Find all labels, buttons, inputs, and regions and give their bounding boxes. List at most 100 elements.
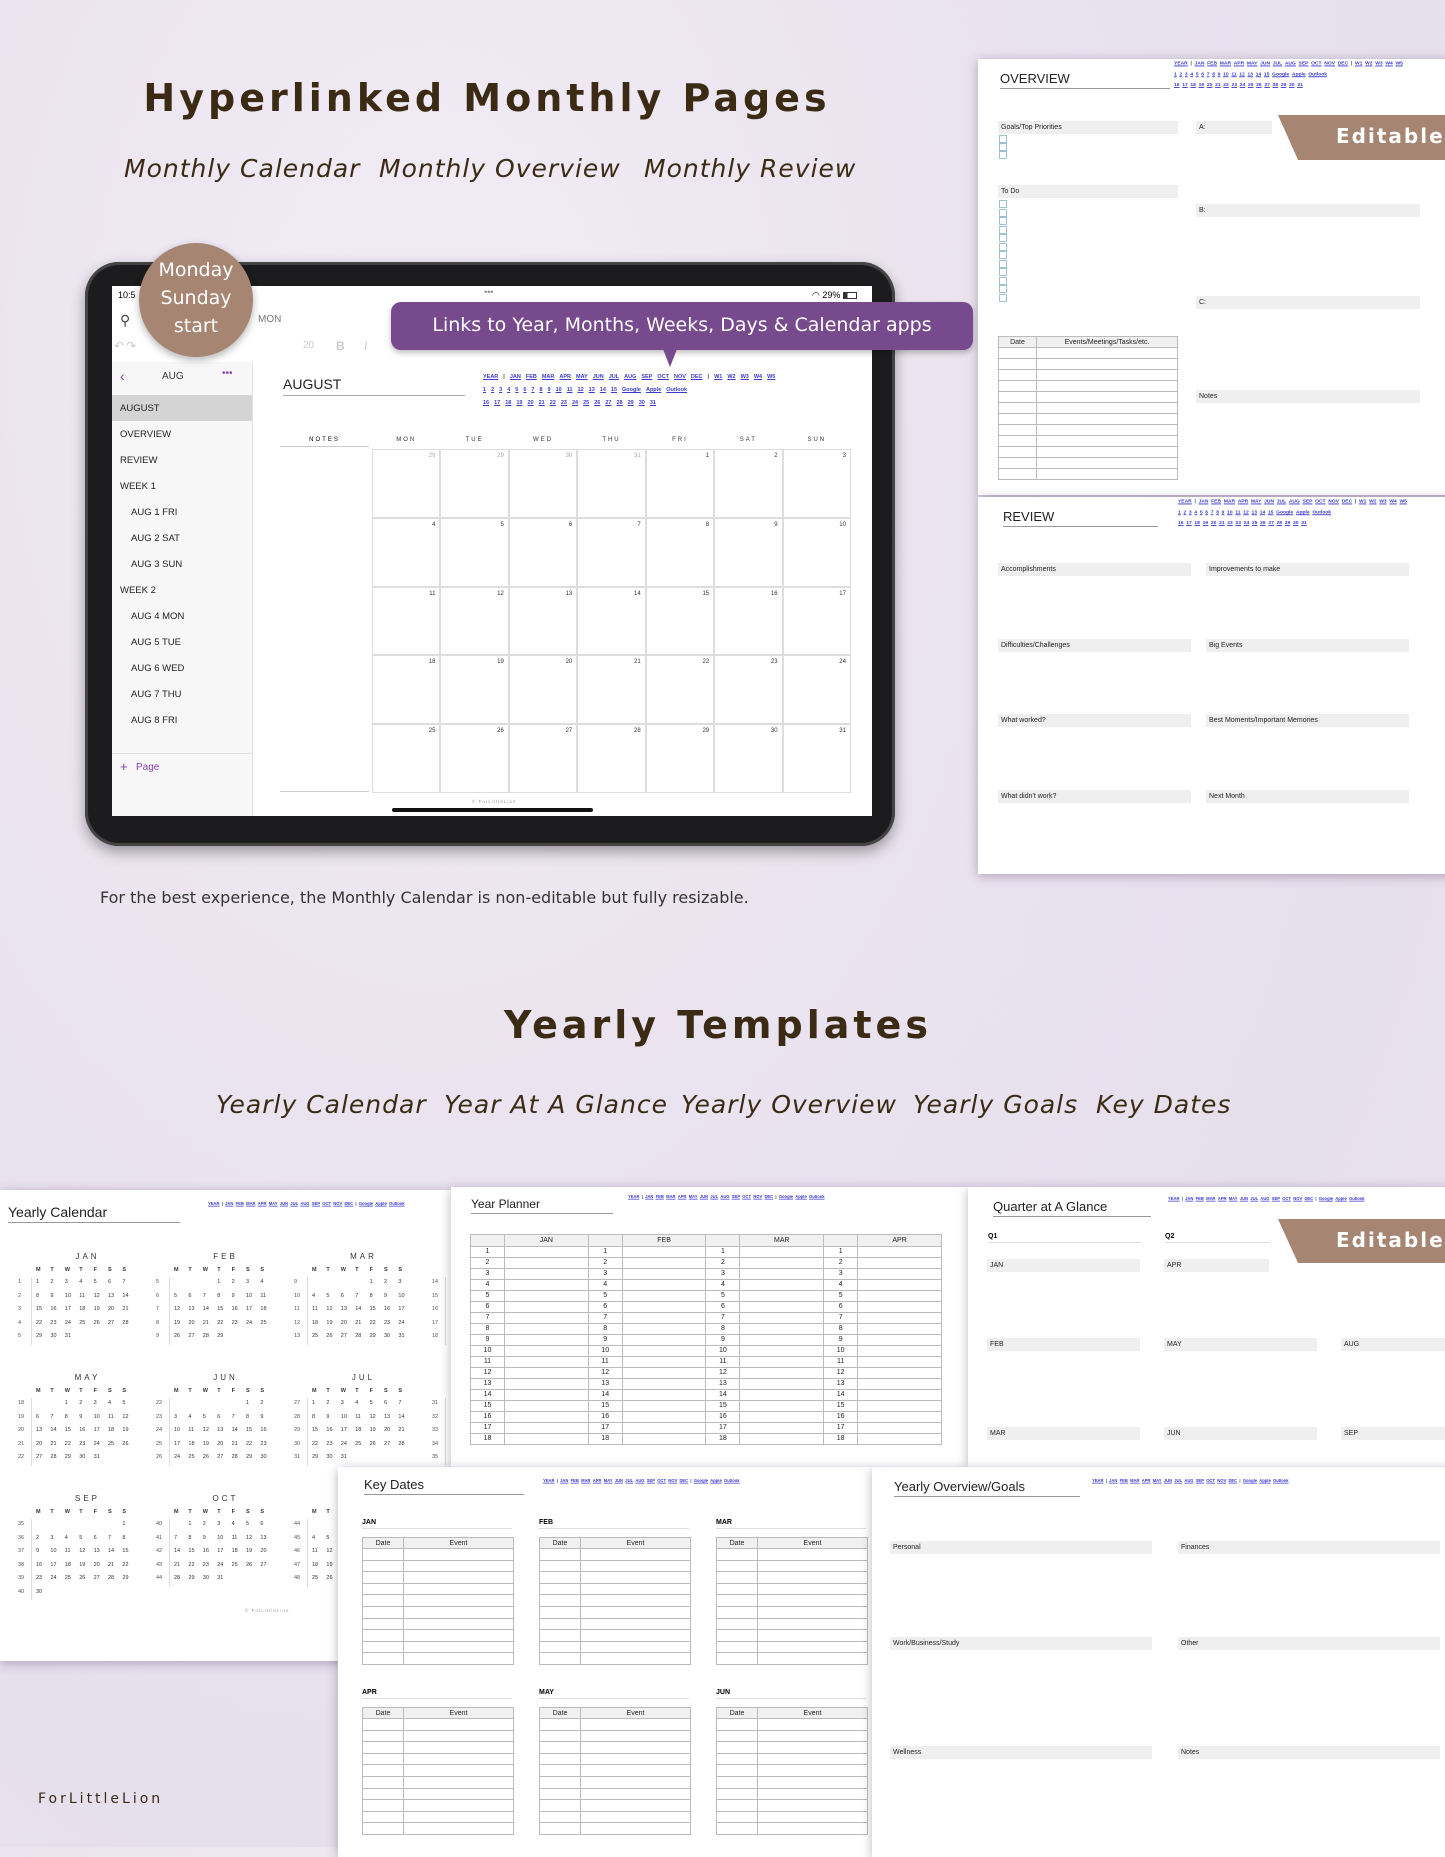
date[interactable]: 23 — [326, 1440, 333, 1447]
nav-link-jul[interactable]: JUL — [1272, 61, 1283, 67]
entry-cell[interactable] — [739, 1290, 825, 1302]
nav-link-oct[interactable]: OCT — [1206, 1479, 1215, 1484]
cell[interactable] — [403, 1617, 514, 1631]
date[interactable]: 6 — [340, 1292, 344, 1299]
nav-link-27[interactable]: 27 — [1264, 82, 1270, 88]
date[interactable]: 6 — [108, 1279, 112, 1285]
nav-link-outlook[interactable]: Outlook — [723, 1479, 740, 1484]
checkbox[interactable] — [999, 200, 1007, 208]
cell[interactable] — [716, 1729, 758, 1743]
date[interactable]: 21 — [398, 1427, 405, 1433]
date[interactable]: 26 — [174, 1333, 181, 1339]
nav-link-may[interactable]: MAY — [1152, 1479, 1162, 1484]
nav-link-may[interactable]: MAY — [603, 1479, 613, 1484]
nav-link-outlook[interactable]: Outlook — [1312, 509, 1332, 516]
date[interactable]: 18 — [64, 1561, 71, 1568]
cell[interactable] — [362, 1718, 404, 1731]
cell[interactable] — [362, 1741, 404, 1754]
entry-cell[interactable] — [857, 1246, 942, 1258]
cell[interactable] — [362, 1652, 404, 1665]
date[interactable]: 26 — [326, 1575, 333, 1581]
date[interactable]: 3 — [217, 1521, 221, 1527]
date[interactable]: 30 — [202, 1575, 209, 1581]
date[interactable]: 20 — [108, 1306, 115, 1312]
date[interactable]: 29 — [36, 1333, 43, 1339]
entry-cell[interactable] — [739, 1257, 825, 1269]
nav-link-jan[interactable]: JAN — [1109, 1479, 1118, 1484]
checkbox[interactable] — [999, 234, 1007, 242]
cell[interactable] — [362, 1640, 404, 1654]
nav-link-feb[interactable]: FEB — [1119, 1479, 1128, 1484]
date[interactable]: 14 — [231, 1427, 238, 1433]
date[interactable]: 23 — [50, 1319, 57, 1326]
sidebar-item[interactable]: AUG 1 FRI — [131, 507, 178, 518]
nav-link-jun[interactable]: JUN — [592, 374, 604, 380]
cell[interactable] — [716, 1605, 758, 1619]
calendar-day-cell[interactable]: 30 — [714, 724, 783, 793]
date[interactable]: 1 — [188, 1521, 192, 1527]
nav-link-google[interactable]: Google — [358, 1202, 374, 1207]
cell[interactable] — [362, 1617, 404, 1631]
date[interactable]: 26 — [79, 1575, 86, 1581]
nav-link-apr[interactable]: APR — [592, 1479, 602, 1484]
nav-link-apple[interactable]: Apple — [375, 1202, 387, 1207]
nav-link-year[interactable]: YEAR — [543, 1479, 555, 1484]
cell[interactable] — [716, 1640, 758, 1654]
entry-cell[interactable] — [503, 1257, 589, 1269]
nav-link-apr[interactable]: APR — [1233, 61, 1245, 67]
nav-link-dec[interactable]: DEC — [690, 374, 703, 380]
nav-link-24[interactable]: 24 — [1239, 82, 1246, 88]
date[interactable]: 14 — [50, 1427, 57, 1433]
calendar-day-cell[interactable]: 18 — [372, 655, 441, 725]
plus-icon[interactable]: + — [120, 759, 128, 774]
date[interactable]: 25 — [260, 1319, 267, 1326]
nav-link-9[interactable]: 9 — [1221, 509, 1225, 516]
italic-button[interactable]: I — [364, 339, 368, 353]
cell[interactable] — [403, 1582, 514, 1596]
entry-cell[interactable] — [739, 1378, 825, 1390]
date[interactable]: 25 — [108, 1440, 115, 1447]
nav-link-w5[interactable]: W5 — [1395, 61, 1403, 67]
nav-link-aug[interactable]: AUG — [1260, 1197, 1270, 1202]
nav-link-apple[interactable]: Apple — [1259, 1479, 1271, 1484]
sidebar-item[interactable]: AUGUST — [112, 395, 252, 421]
cell[interactable] — [1036, 468, 1178, 480]
entry-cell[interactable] — [621, 1422, 707, 1434]
nav-link-feb[interactable]: FEB — [1195, 1197, 1204, 1202]
date[interactable]: 29 — [64, 1454, 71, 1460]
date[interactable]: 12 — [326, 1306, 333, 1312]
cell[interactable] — [716, 1752, 758, 1766]
nav-link-nov[interactable]: NOV — [1328, 499, 1340, 505]
date[interactable]: 11 — [79, 1292, 85, 1299]
date[interactable]: 6 — [93, 1534, 97, 1541]
date[interactable]: 3 — [398, 1279, 402, 1285]
entry-cell[interactable] — [503, 1290, 589, 1302]
date[interactable]: 2 — [50, 1279, 54, 1285]
date[interactable]: 5 — [326, 1534, 330, 1541]
date[interactable]: 24 — [217, 1561, 224, 1568]
date[interactable]: 14 — [355, 1306, 362, 1312]
cell[interactable] — [757, 1775, 868, 1789]
entry-cell[interactable] — [739, 1422, 825, 1434]
date[interactable]: 1 — [217, 1279, 221, 1285]
entry-cell[interactable] — [739, 1279, 825, 1291]
cell[interactable] — [403, 1605, 514, 1619]
cell[interactable] — [757, 1617, 868, 1631]
nav-link-apple[interactable]: Apple — [795, 1195, 807, 1200]
date[interactable]: 3 — [64, 1279, 68, 1285]
nav-link-3[interactable]: 3 — [1188, 509, 1192, 516]
cell[interactable] — [539, 1810, 581, 1824]
cell[interactable] — [757, 1764, 868, 1777]
entry-cell[interactable] — [857, 1279, 942, 1291]
cell[interactable] — [539, 1822, 581, 1835]
date[interactable]: 19 — [326, 1561, 333, 1568]
entry-cell[interactable] — [739, 1312, 825, 1324]
date[interactable]: 23 — [384, 1319, 391, 1326]
cell[interactable] — [580, 1787, 691, 1801]
cell[interactable] — [580, 1640, 691, 1654]
date[interactable]: 15 — [369, 1306, 376, 1312]
cell[interactable] — [1036, 435, 1178, 447]
date[interactable]: 21 — [231, 1440, 238, 1447]
date[interactable]: 17 — [217, 1548, 224, 1554]
entry-cell[interactable] — [503, 1345, 589, 1357]
